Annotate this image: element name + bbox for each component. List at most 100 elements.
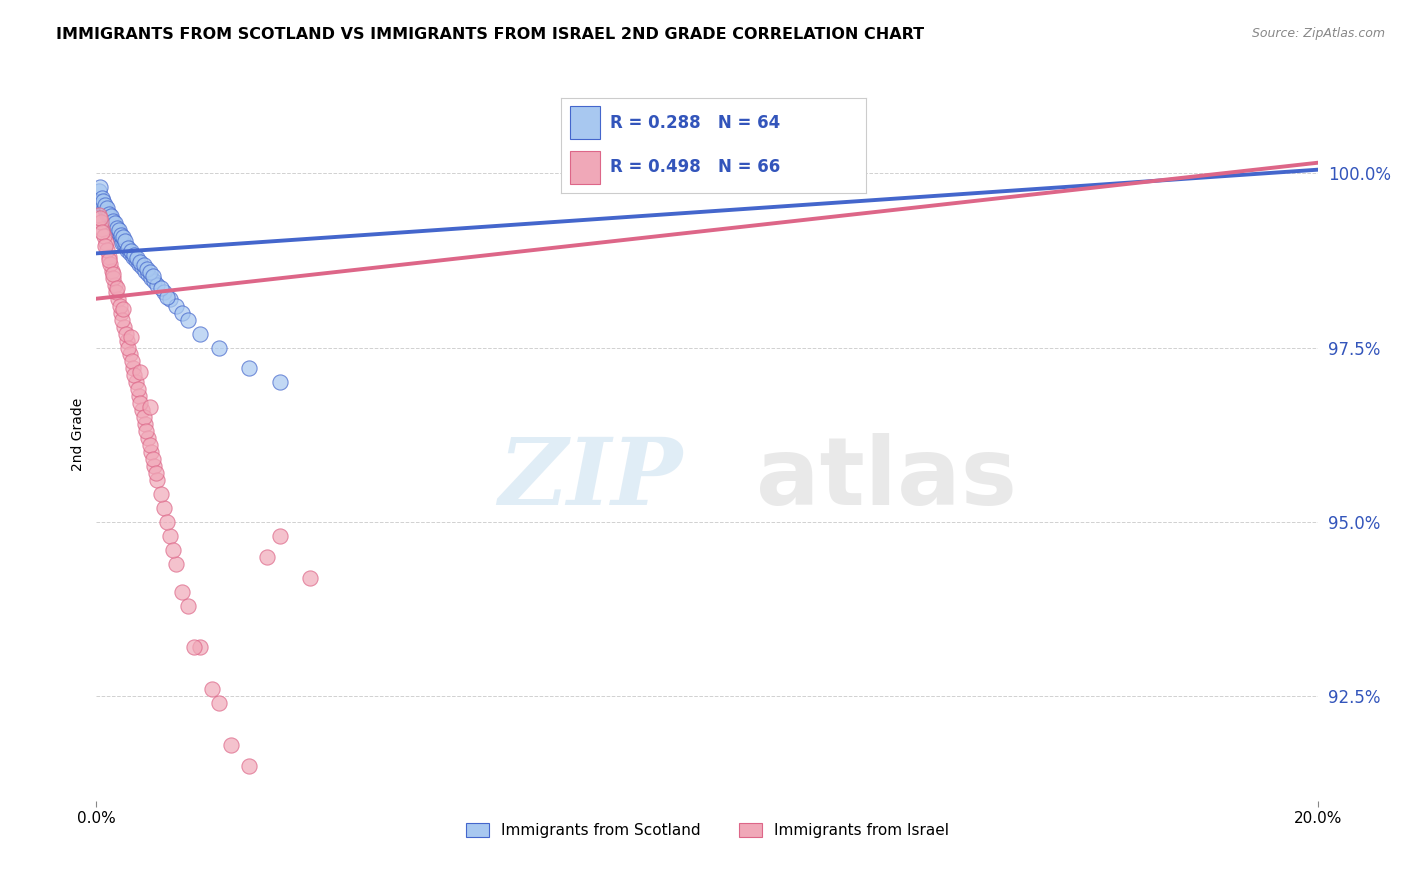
Point [149, 487, 172, 501]
Point [98, 253, 121, 268]
Point [142, 452, 165, 467]
Point [118, 347, 141, 361]
Point [97, 250, 120, 264]
Point [183, 640, 205, 655]
Point [141, 445, 163, 459]
Point [98, 211, 121, 226]
Point [127, 252, 149, 266]
Point [143, 459, 166, 474]
Point [143, 274, 166, 288]
Point [112, 302, 135, 317]
Point [110, 227, 132, 242]
Point [159, 292, 181, 306]
Point [90, 194, 112, 208]
Point [94, 235, 117, 250]
Point [207, 696, 229, 710]
Point [94, 239, 117, 253]
Point [90, 215, 112, 229]
Point [238, 759, 260, 773]
Point [120, 330, 142, 344]
Point [89, 211, 111, 226]
Point [146, 277, 169, 292]
Point [91, 222, 114, 236]
Point [238, 361, 260, 376]
Point [112, 319, 135, 334]
Point [122, 361, 145, 376]
Point [269, 376, 291, 390]
Point [104, 216, 127, 230]
Point [152, 285, 174, 299]
Point [129, 365, 152, 379]
Point [134, 264, 156, 278]
Point [111, 312, 134, 326]
Point [101, 213, 124, 227]
Point [120, 244, 142, 259]
Point [131, 260, 153, 275]
Point [112, 237, 135, 252]
Point [107, 226, 129, 240]
Text: ZIP: ZIP [499, 434, 683, 524]
Point [117, 341, 139, 355]
Point [165, 557, 187, 571]
Point [177, 312, 200, 326]
Point [108, 228, 131, 243]
Point [89, 208, 111, 222]
Point [132, 410, 155, 425]
Point [269, 529, 291, 543]
Point [100, 215, 122, 229]
Point [114, 239, 136, 253]
Point [129, 396, 152, 410]
Point [136, 431, 159, 445]
Point [107, 292, 129, 306]
Point [115, 243, 138, 257]
Point [806, 166, 828, 180]
Point [135, 424, 157, 438]
Point [129, 255, 152, 269]
Point [219, 738, 242, 752]
Point [103, 219, 125, 233]
Point [91, 197, 114, 211]
Point [97, 210, 120, 224]
Point [98, 257, 121, 271]
Point [104, 223, 127, 237]
Point [114, 326, 136, 341]
Point [94, 197, 117, 211]
Point [165, 299, 187, 313]
Point [156, 290, 179, 304]
Point [122, 248, 145, 262]
Point [100, 210, 122, 224]
Point [149, 281, 172, 295]
Point [152, 500, 174, 515]
Point [136, 262, 159, 277]
Point [188, 640, 211, 655]
Point [93, 228, 115, 243]
Point [108, 299, 131, 313]
Point [104, 277, 127, 292]
Point [142, 269, 165, 284]
Point [100, 264, 122, 278]
Text: IMMIGRANTS FROM SCOTLAND VS IMMIGRANTS FROM ISRAEL 2ND GRADE CORRELATION CHART: IMMIGRANTS FROM SCOTLAND VS IMMIGRANTS F… [56, 27, 924, 42]
Point [128, 389, 150, 403]
Point [139, 400, 162, 414]
Legend: Immigrants from Scotland, Immigrants from Israel: Immigrants from Scotland, Immigrants fro… [460, 817, 955, 845]
Point [159, 529, 181, 543]
Point [122, 250, 145, 264]
Point [299, 571, 322, 585]
Point [128, 257, 150, 271]
Point [94, 204, 117, 219]
Point [89, 184, 111, 198]
Point [98, 206, 121, 220]
Point [118, 246, 141, 260]
Point [93, 201, 115, 215]
Point [207, 341, 229, 355]
Text: Source: ZipAtlas.com: Source: ZipAtlas.com [1251, 27, 1385, 40]
Point [125, 253, 148, 268]
Point [96, 201, 118, 215]
Point [122, 368, 145, 383]
Point [101, 267, 124, 281]
Point [145, 466, 167, 480]
Point [156, 515, 179, 529]
Point [256, 549, 278, 564]
Point [110, 305, 132, 319]
Point [132, 258, 155, 272]
